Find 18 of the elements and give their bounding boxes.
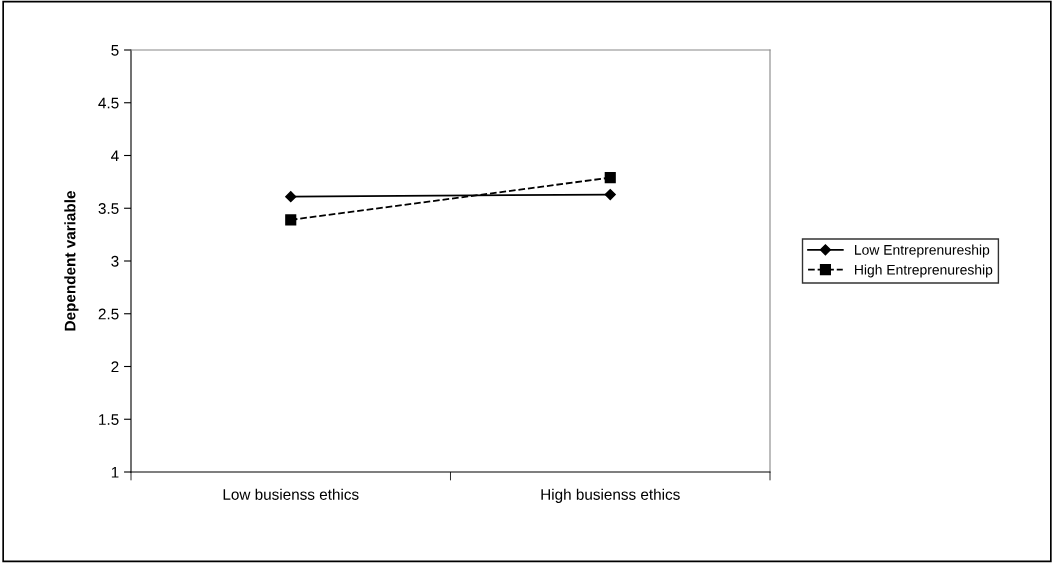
point: [604, 172, 616, 184]
y-tick-label: 2.5: [98, 308, 119, 320]
y-tick-label: 1: [111, 467, 119, 478]
y-tick-label: 2: [111, 361, 119, 373]
point: [285, 214, 297, 226]
point: [604, 188, 616, 201]
y-tick-label: 4.5: [98, 97, 119, 109]
point: [285, 191, 297, 203]
y-tick-label: 5: [111, 45, 119, 56]
y-tick-label: 3.5: [98, 203, 119, 214]
y-tick-label: 4: [111, 150, 119, 162]
y-axis-title: Dependent variable: [64, 191, 79, 331]
y-tick-label: 3: [111, 255, 119, 267]
x-tick-label: High busienss ethics: [541, 488, 680, 503]
legend-label: Low Entreprenureship: [855, 244, 990, 258]
y-tick-label: 1.5: [99, 414, 119, 425]
legend-label: High Entreprenureship: [855, 264, 993, 278]
x-tick-label: Low busienss ethics: [223, 488, 359, 500]
